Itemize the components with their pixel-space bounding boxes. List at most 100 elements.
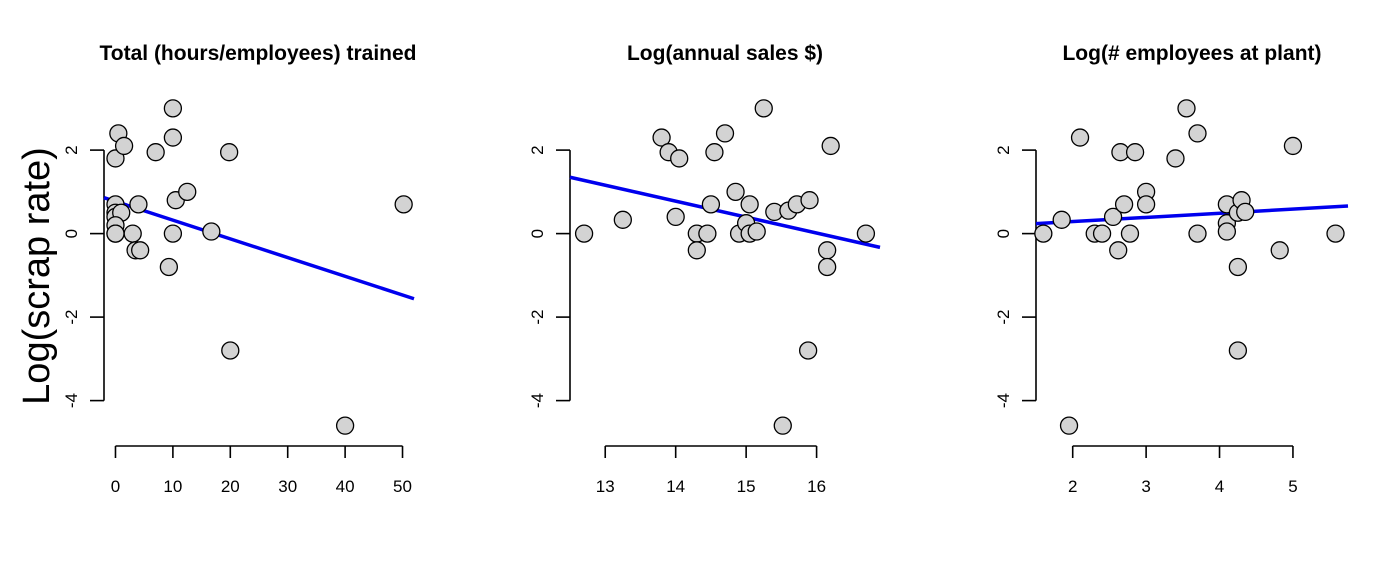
data-point <box>670 149 689 168</box>
data-point <box>666 207 685 227</box>
data-point <box>163 224 183 243</box>
x-tick-label: 16 <box>807 477 826 496</box>
y-axis: -4 -2 0 2 <box>62 145 105 408</box>
panel-title: Total (hours/employees) trained <box>100 42 417 65</box>
y-tick-label: -4 <box>994 393 1013 408</box>
y-tick-label: 0 <box>528 229 547 238</box>
y-tick-label: -2 <box>528 310 547 325</box>
data-point <box>818 257 837 277</box>
y-tick-label: 0 <box>994 229 1013 238</box>
x-tick-label: 10 <box>163 477 182 496</box>
data-point <box>652 128 671 147</box>
data-point <box>159 257 179 277</box>
data-point <box>1188 224 1207 243</box>
data-point <box>1120 224 1140 243</box>
data-point <box>698 224 717 243</box>
data-point <box>106 224 125 243</box>
regression-line <box>569 175 881 250</box>
x-tick-label: 20 <box>221 477 240 496</box>
x-tick-label: 2 <box>1068 477 1077 496</box>
data-point <box>1034 224 1053 243</box>
panel-training: Total (hours/employees) trained -4 -2 0 2 0… <box>62 42 417 496</box>
regression-line <box>1035 204 1349 226</box>
data-point <box>740 195 759 214</box>
data-point <box>1125 143 1145 162</box>
data-point <box>163 99 183 118</box>
data-point <box>335 416 355 435</box>
data-point <box>1109 241 1128 260</box>
y-tick-label: -2 <box>994 310 1013 325</box>
y-tick-label: -4 <box>528 393 547 408</box>
data-point <box>1283 136 1303 156</box>
panel-employees: Log(# employees at plant) -4 -2 0 2 2 3 4 5 <box>994 42 1349 496</box>
fit-line <box>1035 204 1349 226</box>
x-axis: 2 3 4 5 <box>1068 445 1298 496</box>
data-point <box>798 341 818 360</box>
data-point <box>1188 124 1207 143</box>
scatter-points <box>106 99 413 435</box>
data-point <box>106 149 125 168</box>
data-point <box>1103 207 1123 227</box>
y-tick-label: 0 <box>62 229 81 238</box>
y-tick-label: 2 <box>62 145 81 154</box>
data-point <box>131 241 150 260</box>
x-tick-label: 3 <box>1141 477 1150 496</box>
data-point <box>818 241 837 260</box>
x-axis: 13 14 15 16 <box>596 445 826 496</box>
data-point <box>221 341 240 360</box>
data-point <box>773 416 792 435</box>
data-point <box>1052 210 1071 229</box>
data-point <box>574 224 594 243</box>
data-point <box>687 241 706 260</box>
x-tick-label: 30 <box>278 477 297 496</box>
data-point <box>800 191 819 210</box>
data-point <box>821 136 840 156</box>
data-point <box>178 182 197 202</box>
data-point <box>1059 416 1079 435</box>
data-point <box>1166 149 1185 168</box>
data-point <box>394 195 413 214</box>
data-point <box>747 222 766 241</box>
data-point <box>129 195 148 214</box>
data-point <box>715 124 735 143</box>
x-tick-label: 15 <box>737 477 756 496</box>
data-point <box>754 99 773 118</box>
scatter-points <box>1034 99 1345 435</box>
x-axis: 0 10 20 30 40 50 <box>111 445 412 496</box>
x-tick-label: 5 <box>1288 477 1297 496</box>
x-tick-label: 50 <box>393 477 412 496</box>
x-tick-label: 13 <box>596 477 615 496</box>
panel-title: Log(# employees at plant) <box>1062 42 1321 65</box>
data-point <box>1177 99 1196 118</box>
data-point <box>1092 224 1112 243</box>
x-tick-label: 0 <box>111 477 120 496</box>
y-axis-label: Log(scrap rate) <box>16 147 58 405</box>
data-point <box>1228 341 1248 360</box>
data-point <box>1270 241 1289 260</box>
y-tick-label: 2 <box>994 145 1013 154</box>
fit-line <box>103 196 415 301</box>
data-point <box>202 222 221 241</box>
y-axis: -4 -2 0 2 <box>994 145 1037 408</box>
regression-line <box>103 196 415 301</box>
data-point <box>123 224 142 243</box>
data-point <box>1326 224 1345 243</box>
data-point <box>219 143 239 162</box>
y-tick-label: -4 <box>62 393 81 408</box>
scatter-points <box>574 99 876 435</box>
x-tick-label: 14 <box>666 477 685 496</box>
fit-line <box>569 175 881 250</box>
x-tick-label: 40 <box>336 477 355 496</box>
data-point <box>163 128 183 147</box>
data-point <box>1114 195 1134 214</box>
data-point <box>613 210 632 229</box>
data-point <box>146 143 165 162</box>
data-point <box>1070 128 1090 147</box>
y-tick-label: -2 <box>62 310 81 325</box>
data-point <box>705 143 724 162</box>
data-point <box>114 136 134 156</box>
data-point <box>1136 195 1156 214</box>
data-point <box>726 182 745 202</box>
panel-title: Log(annual sales $) <box>627 42 823 65</box>
